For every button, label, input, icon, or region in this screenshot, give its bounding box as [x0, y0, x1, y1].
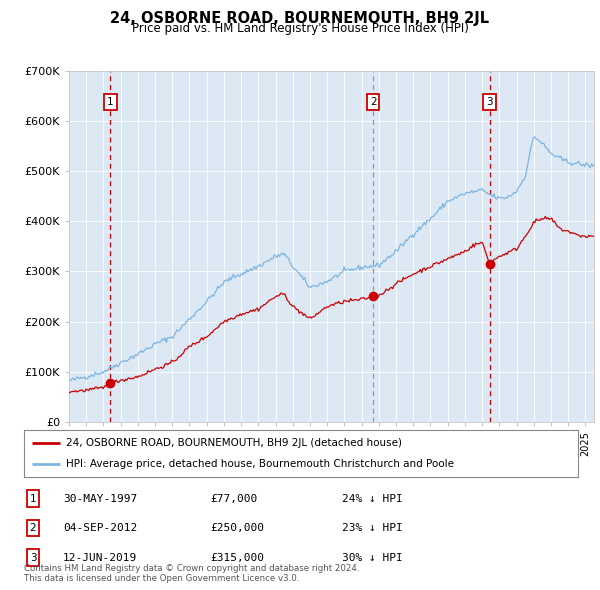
Text: 1: 1: [107, 97, 114, 107]
Text: 04-SEP-2012: 04-SEP-2012: [63, 523, 137, 533]
Text: 24, OSBORNE ROAD, BOURNEMOUTH, BH9 2JL: 24, OSBORNE ROAD, BOURNEMOUTH, BH9 2JL: [110, 11, 490, 25]
Text: 12-JUN-2019: 12-JUN-2019: [63, 553, 137, 562]
Text: 2: 2: [29, 523, 37, 533]
Text: 30-MAY-1997: 30-MAY-1997: [63, 494, 137, 503]
Text: 3: 3: [29, 553, 37, 562]
Text: £315,000: £315,000: [210, 553, 264, 562]
Text: Price paid vs. HM Land Registry's House Price Index (HPI): Price paid vs. HM Land Registry's House …: [131, 22, 469, 35]
Text: £250,000: £250,000: [210, 523, 264, 533]
Text: 30% ↓ HPI: 30% ↓ HPI: [342, 553, 403, 562]
Text: 3: 3: [487, 97, 493, 107]
Text: 1: 1: [29, 494, 37, 503]
Text: HPI: Average price, detached house, Bournemouth Christchurch and Poole: HPI: Average price, detached house, Bour…: [65, 460, 454, 470]
Text: £77,000: £77,000: [210, 494, 257, 503]
Text: 24, OSBORNE ROAD, BOURNEMOUTH, BH9 2JL (detached house): 24, OSBORNE ROAD, BOURNEMOUTH, BH9 2JL (…: [65, 438, 401, 448]
Text: Contains HM Land Registry data © Crown copyright and database right 2024.
This d: Contains HM Land Registry data © Crown c…: [24, 563, 359, 583]
Text: 23% ↓ HPI: 23% ↓ HPI: [342, 523, 403, 533]
Text: 2: 2: [370, 97, 376, 107]
Text: 24% ↓ HPI: 24% ↓ HPI: [342, 494, 403, 503]
